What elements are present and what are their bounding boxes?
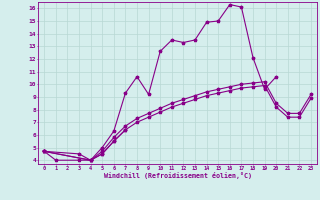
X-axis label: Windchill (Refroidissement éolien,°C): Windchill (Refroidissement éolien,°C) (104, 172, 252, 179)
